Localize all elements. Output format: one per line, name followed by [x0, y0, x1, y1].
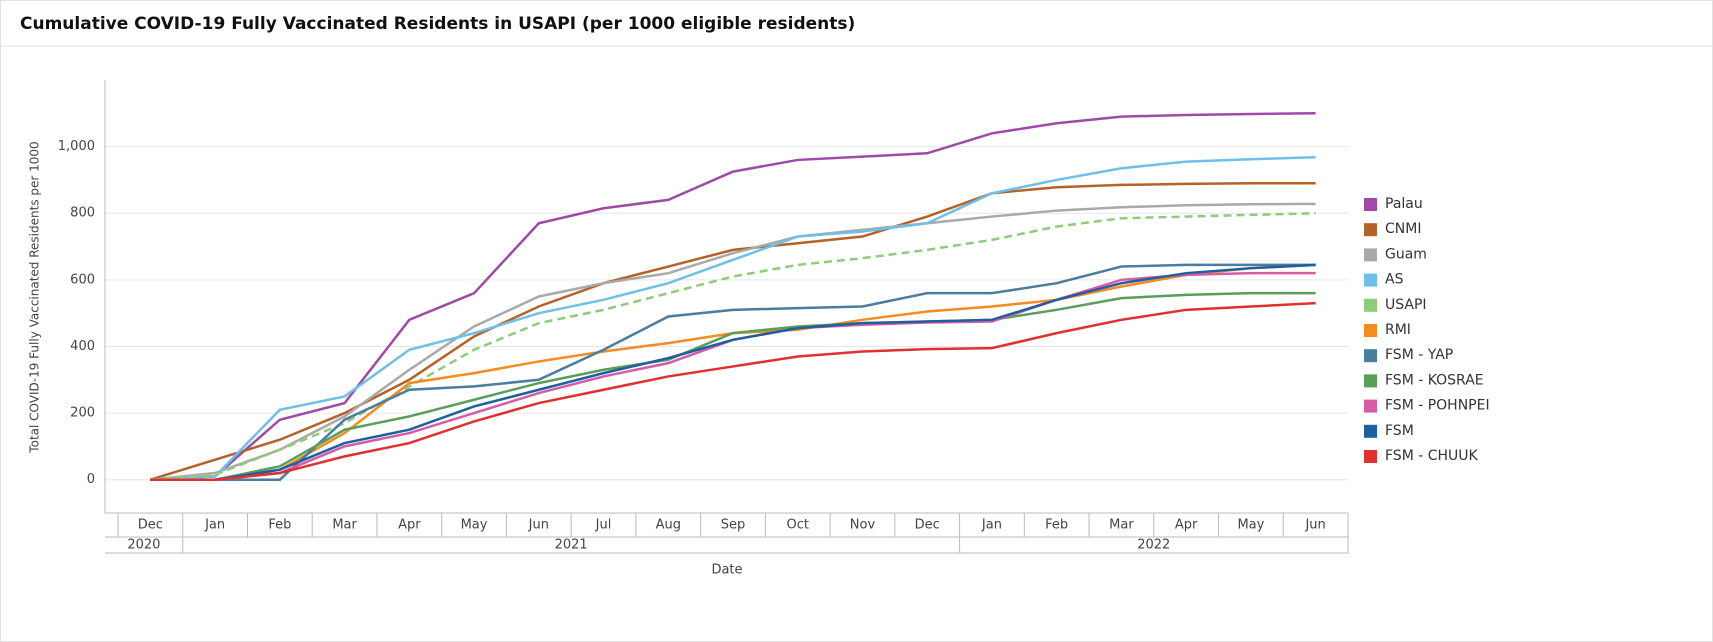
x-tick-label: Oct [786, 518, 808, 533]
legend-swatch [1364, 374, 1377, 388]
legend-swatch [1364, 248, 1377, 262]
year-label: 2022 [1137, 538, 1170, 553]
legend-swatch [1364, 349, 1377, 363]
series-line [150, 263, 1316, 481]
y-tick-label: 1,000 [58, 139, 95, 154]
x-tick-label: Jun [528, 518, 549, 533]
legend-label: AS [1385, 272, 1404, 288]
chart-title: Cumulative COVID-19 Fully Vaccinated Res… [20, 14, 855, 34]
series-line [150, 291, 1316, 481]
legend-swatch [1364, 223, 1377, 237]
series-line [149, 182, 1316, 481]
legend-label: Palau [1385, 196, 1423, 212]
y-tick-label: 200 [70, 406, 95, 421]
legend-swatch [1364, 424, 1377, 438]
x-tick-label: Jan [204, 518, 225, 533]
legend-label: FSM - YAP [1385, 347, 1453, 363]
x-tick-label: Nov [850, 518, 876, 533]
series-line [150, 211, 1316, 481]
x-tick-label: May [1237, 518, 1264, 533]
legend-swatch [1364, 273, 1377, 287]
x-tick-label: Feb [268, 518, 291, 533]
legend-label: Guam [1385, 246, 1427, 262]
x-tick-label: Apr [1175, 518, 1198, 533]
x-tick-label: Feb [1045, 518, 1068, 533]
series-line [150, 301, 1316, 481]
x-tick-label: Jan [981, 518, 1002, 533]
x-tick-label: Dec [915, 518, 940, 533]
legend-swatch [1364, 298, 1377, 312]
x-tick-label: Apr [398, 518, 421, 533]
legend-swatch [1364, 324, 1377, 337]
x-tick-label: Jun [1304, 518, 1325, 533]
series-line [150, 271, 1316, 481]
y-tick-label: 800 [70, 206, 95, 221]
series-line [150, 156, 1316, 481]
legend-label: FSM [1385, 423, 1414, 439]
legend-swatch [1364, 198, 1377, 211]
legend-swatch [1364, 399, 1377, 413]
x-tick-label: Jul [595, 518, 612, 533]
legend-label: USAPI [1385, 297, 1427, 313]
x-tick-label: Aug [656, 518, 681, 533]
y-tick-label: 0 [87, 472, 95, 487]
y-tick-label: 400 [70, 339, 95, 354]
series-line [150, 112, 1316, 481]
x-tick-label: Mar [332, 518, 357, 533]
legend-label: FSM - CHUUK [1385, 448, 1479, 464]
x-tick-label: May [461, 518, 488, 533]
x-axis-label: Date [711, 563, 742, 578]
series-line [150, 263, 1316, 481]
y-axis-label: Total COVID-19 Fully Vaccinated Resident… [28, 141, 42, 453]
legend-label: RMI [1385, 322, 1411, 338]
series-line [150, 202, 1316, 481]
year-label: 2021 [555, 538, 588, 553]
legend-swatch [1364, 450, 1377, 463]
legend-label: CNMI [1385, 221, 1421, 237]
legend-label: FSM - POHNPEI [1385, 398, 1490, 414]
y-tick-label: 600 [70, 272, 95, 287]
year-label: 2020 [127, 538, 160, 553]
x-tick-label: Sep [721, 518, 746, 533]
x-tick-label: Mar [1109, 518, 1134, 533]
legend-label: FSM - KOSRAE [1385, 372, 1484, 388]
x-tick-label: Dec [138, 518, 163, 533]
